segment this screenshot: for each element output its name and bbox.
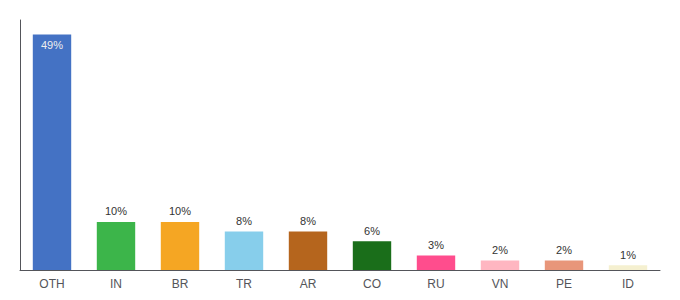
svg-text:RU: RU <box>427 277 444 291</box>
svg-text:8%: 8% <box>300 215 316 227</box>
svg-text:PE: PE <box>556 277 572 291</box>
svg-text:AR: AR <box>300 277 317 291</box>
svg-text:2%: 2% <box>492 244 508 256</box>
svg-text:1%: 1% <box>620 249 636 261</box>
svg-text:3%: 3% <box>428 239 444 251</box>
svg-text:8%: 8% <box>236 215 252 227</box>
svg-text:VN: VN <box>492 277 509 291</box>
svg-text:6%: 6% <box>364 225 380 237</box>
svg-text:10%: 10% <box>169 205 191 217</box>
svg-text:CO: CO <box>363 277 381 291</box>
svg-text:IN: IN <box>110 277 122 291</box>
svg-text:BR: BR <box>172 277 189 291</box>
svg-text:OTH: OTH <box>39 277 64 291</box>
svg-text:49%: 49% <box>41 39 63 51</box>
svg-text:10%: 10% <box>105 205 127 217</box>
svg-text:2%: 2% <box>556 244 572 256</box>
svg-text:ID: ID <box>622 277 634 291</box>
svg-text:TR: TR <box>236 277 252 291</box>
